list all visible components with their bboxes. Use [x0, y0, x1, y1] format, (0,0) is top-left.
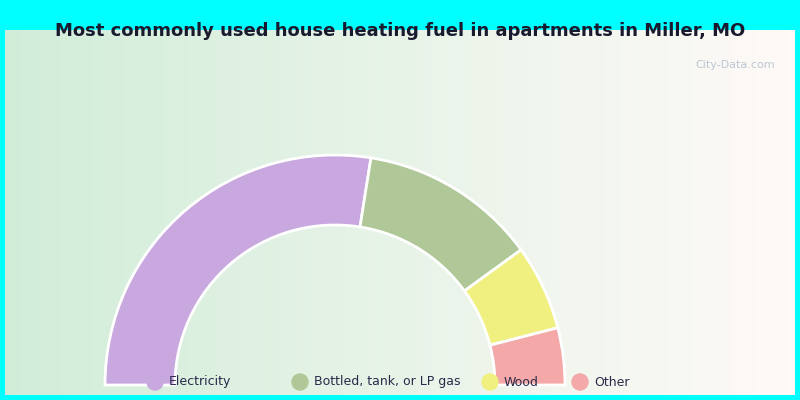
Wedge shape: [490, 328, 565, 385]
Text: Most commonly used house heating fuel in apartments in Miller, MO: Most commonly used house heating fuel in…: [55, 22, 745, 40]
Text: Other: Other: [594, 376, 630, 388]
Circle shape: [572, 374, 588, 390]
Wedge shape: [360, 158, 521, 291]
Circle shape: [482, 374, 498, 390]
Text: City-Data.com: City-Data.com: [695, 60, 775, 70]
Wedge shape: [465, 250, 558, 345]
Wedge shape: [105, 155, 371, 385]
Text: Electricity: Electricity: [169, 376, 231, 388]
Text: Wood: Wood: [504, 376, 539, 388]
Text: Bottled, tank, or LP gas: Bottled, tank, or LP gas: [314, 376, 461, 388]
Circle shape: [147, 374, 163, 390]
Circle shape: [292, 374, 308, 390]
